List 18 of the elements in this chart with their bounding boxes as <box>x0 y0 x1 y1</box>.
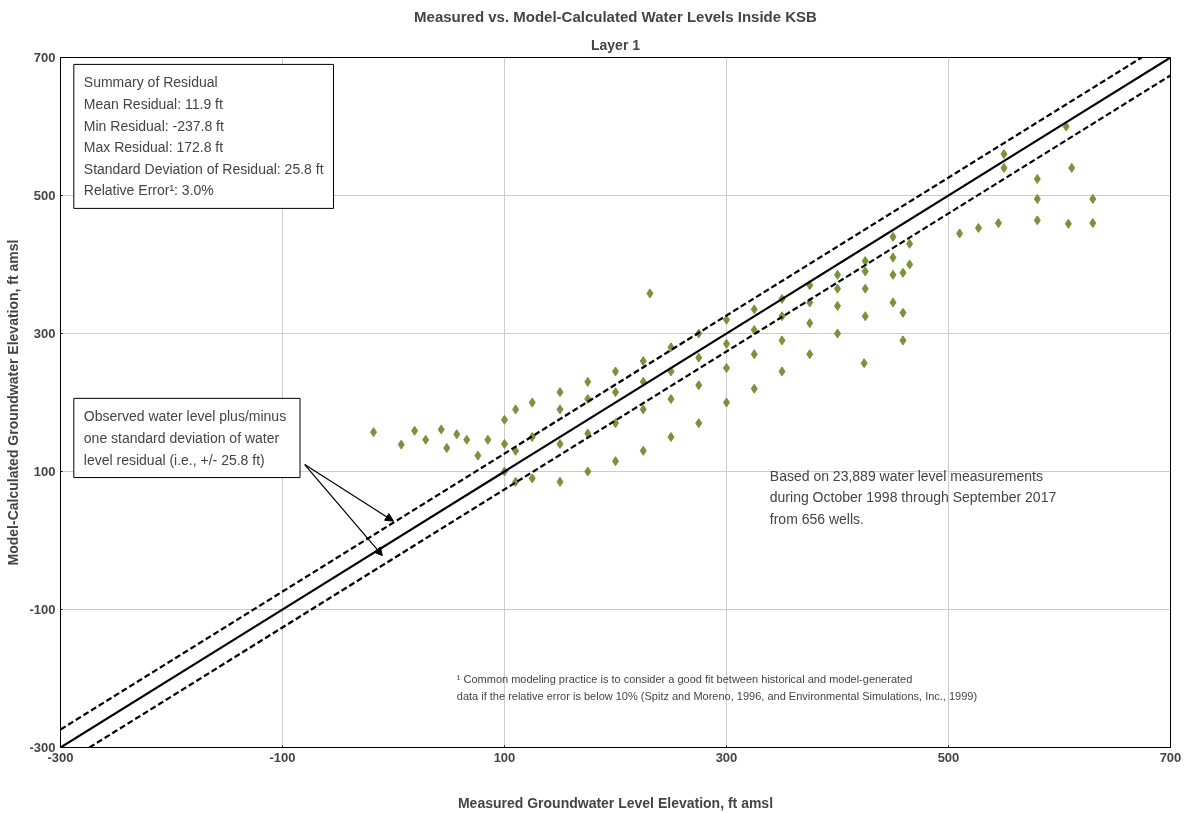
annotation: Summary of Residual Mean Residual: 11.9 ft Min Residual: -237.8 ft Max Residual: 172.8 ft Standard Deviation of Residual: 25.8 ft Relative Error¹: 3.0% <box>83 74 324 199</box>
x-axis-title: Measured Groundwater Level Elevation, ft amsl <box>457 794 774 811</box>
chart-title: Measured vs. Model-Calculated Water Levels Inside KSB <box>414 7 818 25</box>
chart-subtitle: Layer 1 <box>590 36 641 53</box>
y-tick-label: -100 <box>29 602 56 617</box>
y-tick-label: 300 <box>33 326 56 341</box>
x-tick-label: -100 <box>269 749 296 765</box>
x-tick-label: 100 <box>493 749 516 765</box>
annotation: Based on 23,889 water level measurements during October 1998 through September 2017 from 656 wells. <box>769 467 1057 527</box>
x-tick-label: 500 <box>937 749 960 765</box>
annotation: Observed water level plus/minus one standard deviation of water level residual (i.e., +/- 25.8 ft) <box>83 408 287 468</box>
y-axis-title: Model-Calculated Groundwater Elevation, ft amsl <box>5 239 22 566</box>
x-tick-label: 700 <box>1159 749 1182 765</box>
y-tick-label: 500 <box>33 188 56 203</box>
y-tick-label: 100 <box>33 464 56 479</box>
x-tick-label: 300 <box>715 749 738 765</box>
y-tick-label: 700 <box>33 50 56 65</box>
annotation: ¹ Common modeling practice is to consider a good fit between historical and model-generated data if the relative error is below 10% (Spitz and Moreno, 1996, and Environmental Simulations, Inc., 1999) <box>456 673 978 702</box>
